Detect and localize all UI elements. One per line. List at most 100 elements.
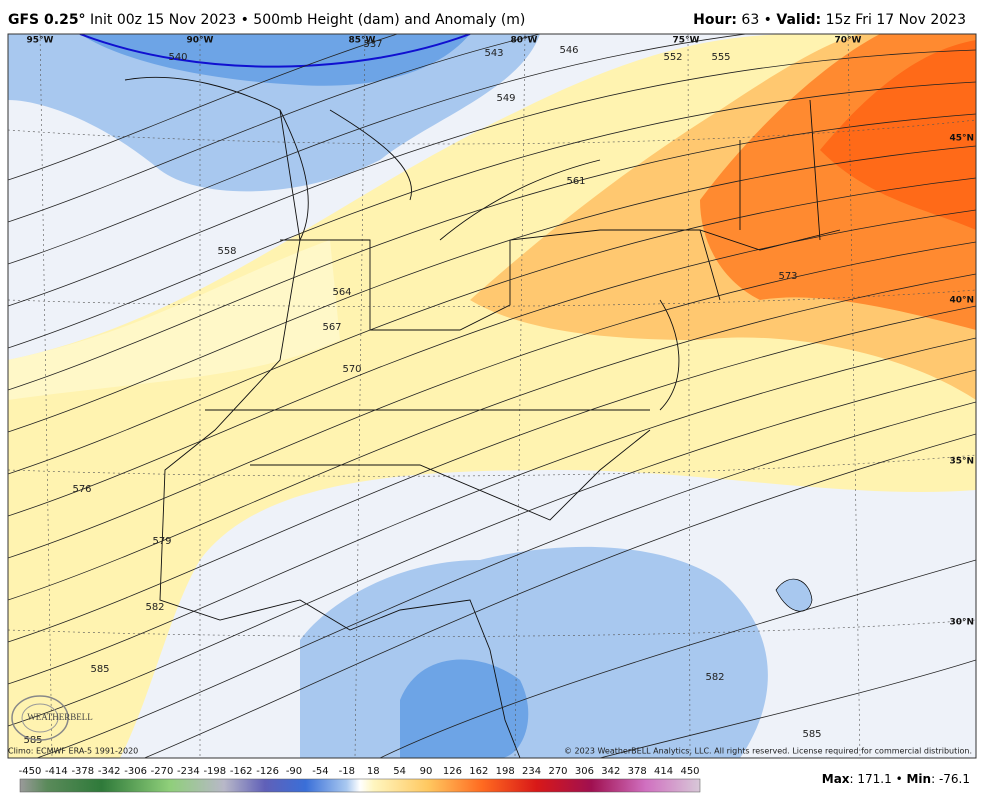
contour-label: 576 <box>72 484 91 495</box>
colorbar-label: 234 <box>522 766 541 777</box>
header-valid: Hour: 63 • Valid: 15z Fri 17 Nov 2023 <box>693 12 966 28</box>
max-min: Max: 171.1 • Min: -76.1 <box>822 772 970 786</box>
hour: 63 • <box>741 12 772 28</box>
colorbar-label: 270 <box>548 766 567 777</box>
colorbar-label: 198 <box>496 766 515 777</box>
contour-label: 579 <box>152 536 171 547</box>
contour-label: 546 <box>559 45 578 56</box>
contour-line <box>8 113 976 391</box>
colorbar-label: 126 <box>443 766 462 777</box>
colorbar-label: -18 <box>339 766 355 777</box>
colorbar-label: -54 <box>312 766 328 777</box>
model: GFS 0.25° <box>8 12 86 28</box>
anomaly-blue-deep <box>80 34 470 86</box>
contour-line <box>8 273 976 601</box>
contour-label: 585 <box>802 729 821 740</box>
anomaly-blue-south-deep <box>400 659 529 758</box>
contour-540 <box>79 34 471 68</box>
copyright: © 2023 WeatherBELL Analytics, LLC. All r… <box>564 747 972 756</box>
colorbar-label: 90 <box>420 766 433 777</box>
contour-label: 582 <box>145 602 164 613</box>
init: Init 00z 15 Nov 2023 • 500mb Height (dam… <box>90 12 525 28</box>
contour-line <box>8 49 976 307</box>
hour-label: Hour: <box>693 12 737 28</box>
colorbar-label: 162 <box>469 766 488 777</box>
contour-line <box>8 369 976 727</box>
contour-line <box>599 659 976 758</box>
contour-line <box>35 401 976 758</box>
colorbar-label: 414 <box>654 766 673 777</box>
map: 95°W 90°W 85°W 80°W 75°W 70°W 45°N 40°N 35°N 30°N… <box>8 34 976 758</box>
latitude-label: 40°N <box>949 296 974 306</box>
colorbar: -450 -414 -378 -342 -306 -270 -234 -198 -162 -126… <box>19 766 701 793</box>
colorbar-label: -414 <box>45 766 68 777</box>
logo: WEATHERBELL <box>11 695 93 741</box>
longitude-label: 95°W <box>27 36 54 46</box>
map-labels: 95°W 90°W 85°W 80°W 75°W 70°W 45°N 40°N 35°N 30°N… <box>23 36 974 747</box>
colorbar-label: -90 <box>286 766 302 777</box>
contour-label: 585 <box>23 735 42 746</box>
contour-line <box>8 34 542 223</box>
climo-note: Climo: ECMWF ERA-5 1991-2020 <box>8 747 138 756</box>
min-label: Min <box>906 772 931 786</box>
longitude-label: 80°W <box>511 36 538 46</box>
colorbar-label: 54 <box>393 766 406 777</box>
longitude-label: 70°W <box>835 36 862 46</box>
colorbar-label: -306 <box>124 766 147 777</box>
contour-label: 564 <box>332 287 351 298</box>
contour-line <box>8 209 976 517</box>
colorbar-label: -198 <box>203 766 226 777</box>
colorbar-label: -270 <box>151 766 174 777</box>
colorbar-label: 450 <box>680 766 699 777</box>
colorbar-label: -378 <box>71 766 94 777</box>
latitude-label: 35°N <box>949 457 974 467</box>
contour-line <box>8 305 976 643</box>
latitude-label: 30°N <box>949 618 974 628</box>
contour-label: 552 <box>663 52 682 63</box>
longitude-label: 75°W <box>673 36 700 46</box>
colorbar-label: -342 <box>98 766 121 777</box>
height-contours <box>8 34 976 758</box>
latitude-label: 45°N <box>949 134 974 144</box>
colorbar-label: -234 <box>177 766 200 777</box>
colorbar-label: 18 <box>367 766 380 777</box>
logo-text: WEATHERBELL <box>27 712 93 722</box>
anomaly-blue-spot <box>775 578 813 612</box>
colorbar-label: -126 <box>256 766 279 777</box>
contour-label: 585 <box>90 664 109 675</box>
contour-label: 558 <box>217 246 236 257</box>
colorbar-label: 342 <box>601 766 620 777</box>
contour-label: 582 <box>705 672 724 683</box>
contour-label: 573 <box>778 271 797 282</box>
colorbar-label: 378 <box>628 766 647 777</box>
contour-label: 549 <box>496 93 515 104</box>
colorbar-swatches <box>19 778 701 793</box>
contour-line <box>8 241 976 559</box>
min-value: : -76.1 <box>931 772 970 786</box>
contour-line <box>8 34 750 265</box>
colorbar-label: -162 <box>230 766 253 777</box>
valid-label: Valid: <box>776 12 821 28</box>
colorbar-label: 306 <box>575 766 594 777</box>
valid: 15z Fri 17 Nov 2023 <box>826 12 966 28</box>
contour-line <box>8 81 976 349</box>
contour-label: 540 <box>168 52 187 63</box>
contour-label: 555 <box>711 52 730 63</box>
max-value: : 171.1 • <box>850 772 903 786</box>
map-frame <box>7 33 977 759</box>
contour-label: 537 <box>363 39 382 50</box>
contour-line <box>8 177 976 475</box>
graticule <box>8 34 976 758</box>
contour-line <box>8 34 399 181</box>
contour-line <box>143 433 976 758</box>
longitude-label: 90°W <box>187 36 214 46</box>
contour-line <box>8 145 976 433</box>
header-title: GFS 0.25° Init 00z 15 Nov 2023 • 500mb H… <box>8 12 525 28</box>
max-label: Max <box>822 772 850 786</box>
contour-label: 570 <box>342 364 361 375</box>
colorbar-label: -450 <box>19 766 42 777</box>
contour-line <box>379 559 976 758</box>
contour-line <box>8 337 976 685</box>
contour-label: 561 <box>566 176 585 187</box>
